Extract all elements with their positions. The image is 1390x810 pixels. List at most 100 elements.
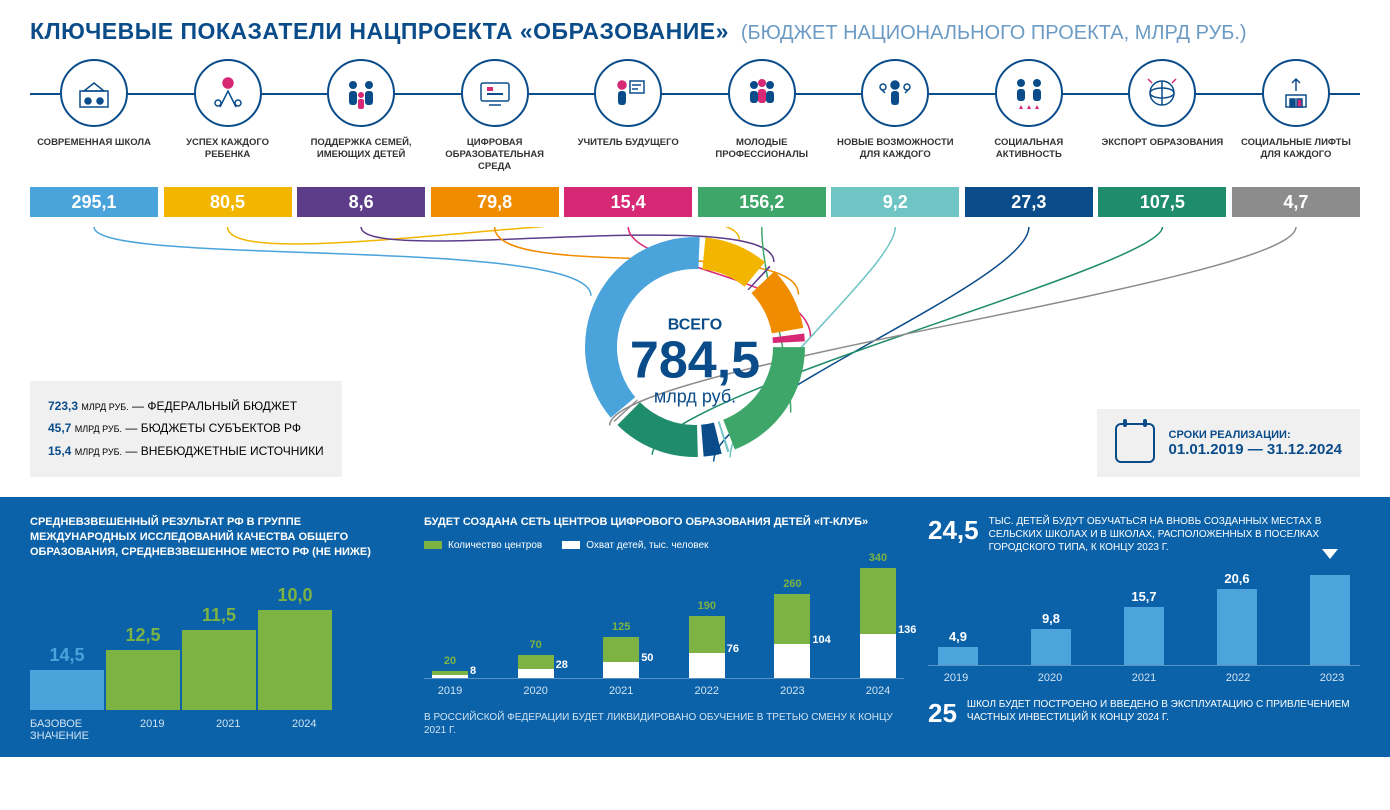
program-value: 9,2: [831, 187, 959, 217]
donut-value: 784,5: [630, 335, 760, 387]
year-label: 2020: [1030, 672, 1070, 684]
panel3-years: 20192020202120222023: [928, 672, 1360, 684]
dates-label: СРОКИ РЕАЛИЗАЦИИ:: [1169, 429, 1342, 441]
program-icon: [60, 59, 128, 127]
panel-ranking: СРЕДНЕВЗВЕШЕННЫЙ РЕЗУЛЬТАТ РФ В ГРУППЕ М…: [30, 515, 400, 739]
program-value: 4,7: [1232, 187, 1360, 217]
program-4: УЧИТЕЛЬ БУДУЩЕГО 15,4: [564, 59, 692, 217]
bar: 15,7: [1124, 607, 1164, 665]
donut-area: ВСЕГО 784,5 млрд руб. 723,3 МЛРД РУБ. — …: [0, 227, 1390, 497]
budget-row: 15,4 МЛРД РУБ. — ВНЕБЮДЖЕТНЫЕ ИСТОЧНИКИ: [48, 440, 324, 463]
program-6: НОВЫЕ ВОЗМОЖНОСТИ ДЛЯ КАЖДОГО 9,2: [831, 59, 959, 217]
panel3-bars: 4,99,815,720,6: [928, 566, 1360, 666]
panel2-years: 2019 2020 2021 2022 2023 2024: [424, 685, 904, 697]
program-label: УСПЕХ КАЖДОГО РЕБЕНКА: [164, 137, 292, 179]
program-icon: [861, 59, 929, 127]
donut-unit: млрд руб.: [630, 387, 760, 408]
stat1-big: 24,5: [928, 515, 979, 546]
program-1: УСПЕХ КАЖДОГО РЕБЕНКА 80,5: [164, 59, 292, 217]
program-icon: [995, 59, 1063, 127]
calendar-icon: [1115, 423, 1155, 463]
program-label: ЦИФРОВАЯ ОБРАЗОВАТЕЛЬНАЯ СРЕДА: [431, 137, 559, 179]
donut-center: ВСЕГО 784,5 млрд руб.: [630, 317, 760, 408]
year-label: 2019: [936, 672, 976, 684]
donut-slice: [701, 423, 722, 457]
legend-item: Количество центров: [424, 540, 542, 551]
donut-slice: [702, 237, 764, 286]
program-value: 15,4: [564, 187, 692, 217]
panel-itclub: БУДЕТ СОЗДАНА СЕТЬ ЦЕНТРОВ ЦИФРОВОГО ОБР…: [424, 515, 904, 739]
program-label: НОВЫЕ ВОЗМОЖНОСТИ ДЛЯ КАЖДОГО: [831, 137, 959, 179]
year-label: 2019: [432, 685, 468, 697]
program-9: СОЦИАЛЬНЫЕ ЛИФТЫ ДЛЯ КАЖДОГО 4,7: [1232, 59, 1360, 217]
dates-box: СРОКИ РЕАЛИЗАЦИИ: 01.01.2019 — 31.12.202…: [1097, 409, 1360, 477]
panel-rural: 24,5 ТЫС. ДЕТЕЙ БУДУТ ОБУЧАТЬСЯ НА ВНОВЬ…: [928, 515, 1360, 739]
axis-label: 2021: [216, 718, 292, 742]
stacked-bar: 20 8: [432, 671, 468, 677]
program-8: ЭКСПОРТ ОБРАЗОВАНИЯ 107,5: [1098, 59, 1226, 217]
donut-slice: [617, 402, 697, 457]
year-label: 2020: [518, 685, 554, 697]
header: КЛЮЧЕВЫЕ ПОКАЗАТЕЛИ НАЦПРОЕКТА «ОБРАЗОВА…: [0, 0, 1390, 53]
program-3: ЦИФРОВАЯ ОБРАЗОВАТЕЛЬНАЯ СРЕДА 79,8: [431, 59, 559, 217]
program-icon: [461, 59, 529, 127]
year-label: 2022: [689, 685, 725, 697]
program-label: УЧИТЕЛЬ БУДУЩЕГО: [564, 137, 692, 179]
step-axis: БАЗОВОЕ ЗНАЧЕНИЕ201920212024: [30, 718, 400, 742]
year-label: 2023: [1312, 672, 1352, 684]
year-label: 2024: [860, 685, 896, 697]
budget-row: 45,7 МЛРД РУБ. — БЮДЖЕТЫ СУБЪЕКТОВ РФ: [48, 417, 324, 440]
program-label: СОВРЕМЕННАЯ ШКОЛА: [30, 137, 158, 179]
program-label: ЭКСПОРТ ОБРАЗОВАНИЯ: [1098, 137, 1226, 179]
panel1-title: СРЕДНЕВЗВЕШЕННЫЙ РЕЗУЛЬТАТ РФ В ГРУППЕ М…: [30, 515, 400, 560]
connector-line: [94, 227, 591, 296]
program-2: ПОДДЕРЖКА СЕМЕЙ, ИМЕЮЩИХ ДЕТЕЙ 8,6: [297, 59, 425, 217]
bar: 20,6: [1217, 589, 1257, 665]
program-label: ПОДДЕРЖКА СЕМЕЙ, ИМЕЮЩИХ ДЕТЕЙ: [297, 137, 425, 179]
axis-label: БАЗОВОЕ ЗНАЧЕНИЕ: [30, 718, 140, 742]
legend-item: Охват детей, тыс. человек: [562, 540, 708, 551]
step-chart: 14,512,511,510,0: [30, 580, 400, 710]
year-label: 2021: [603, 685, 639, 697]
stacked-bar: 260 104: [774, 594, 810, 678]
step-bar: 14,5: [30, 645, 104, 710]
stat1-text: ТЫС. ДЕТЕЙ БУДУТ ОБУЧАТЬСЯ НА ВНОВЬ СОЗД…: [989, 515, 1360, 554]
axis-label: 2019: [140, 718, 216, 742]
program-icon: [1262, 59, 1330, 127]
program-value: 295,1: [30, 187, 158, 217]
bar: [1310, 575, 1350, 665]
program-value: 107,5: [1098, 187, 1226, 217]
budget-row: 723,3 МЛРД РУБ. — ФЕДЕРАЛЬНЫЙ БЮДЖЕТ: [48, 395, 324, 418]
program-value: 80,5: [164, 187, 292, 217]
year-label: 2022: [1218, 672, 1258, 684]
stacked-bar: 125 50: [603, 637, 639, 677]
program-value: 27,3: [965, 187, 1093, 217]
arrow-icon: [1322, 549, 1338, 559]
stat2: 25 ШКОЛ БУДЕТ ПОСТРОЕНО И ВВЕДЕНО В ЭКСП…: [928, 698, 1360, 729]
program-label: МОЛОДЫЕ ПРОФЕССИОНАЛЫ: [698, 137, 826, 179]
step-bar: 12,5: [106, 625, 180, 710]
stacked-bar: 340 136: [860, 568, 896, 678]
step-bar: 10,0: [258, 585, 332, 710]
stacked-bar: 190 76: [689, 616, 725, 677]
program-icon: [594, 59, 662, 127]
panel2-title: БУДЕТ СОЗДАНА СЕТЬ ЦЕНТРОВ ЦИФРОВОГО ОБР…: [424, 515, 904, 530]
axis-label: 2024: [292, 718, 368, 742]
year-label: 2023: [774, 685, 810, 697]
title-main: КЛЮЧЕВЫЕ ПОКАЗАТЕЛИ НАЦПРОЕКТА «ОБРАЗОВА…: [30, 18, 729, 45]
program-label: СОЦИАЛЬНАЯ АКТИВНОСТЬ: [965, 137, 1093, 179]
program-icon: [327, 59, 395, 127]
program-value: 156,2: [698, 187, 826, 217]
stat2-text: ШКОЛ БУДЕТ ПОСТРОЕНО И ВВЕДЕНО В ЭКСПЛУА…: [967, 698, 1360, 724]
stacked-bar: 70 28: [518, 655, 554, 678]
bar: 9,8: [1031, 629, 1071, 665]
program-icon: [1128, 59, 1196, 127]
program-icon: [728, 59, 796, 127]
dates-value: 01.01.2019 — 31.12.2024: [1169, 441, 1342, 458]
program-7: СОЦИАЛЬНАЯ АКТИВНОСТЬ 27,3: [965, 59, 1093, 217]
panel2-footnote: В РОССИЙСКОЙ ФЕДЕРАЦИИ БУДЕТ ЛИКВИДИРОВА…: [424, 711, 904, 737]
program-value: 8,6: [297, 187, 425, 217]
stat2-big: 25: [928, 698, 957, 729]
budget-breakdown: 723,3 МЛРД РУБ. — ФЕДЕРАЛЬНЫЙ БЮДЖЕТ45,7…: [30, 381, 342, 477]
bottom-panels: СРЕДНЕВЗВЕШЕННЫЙ РЕЗУЛЬТАТ РФ В ГРУППЕ М…: [0, 497, 1390, 757]
